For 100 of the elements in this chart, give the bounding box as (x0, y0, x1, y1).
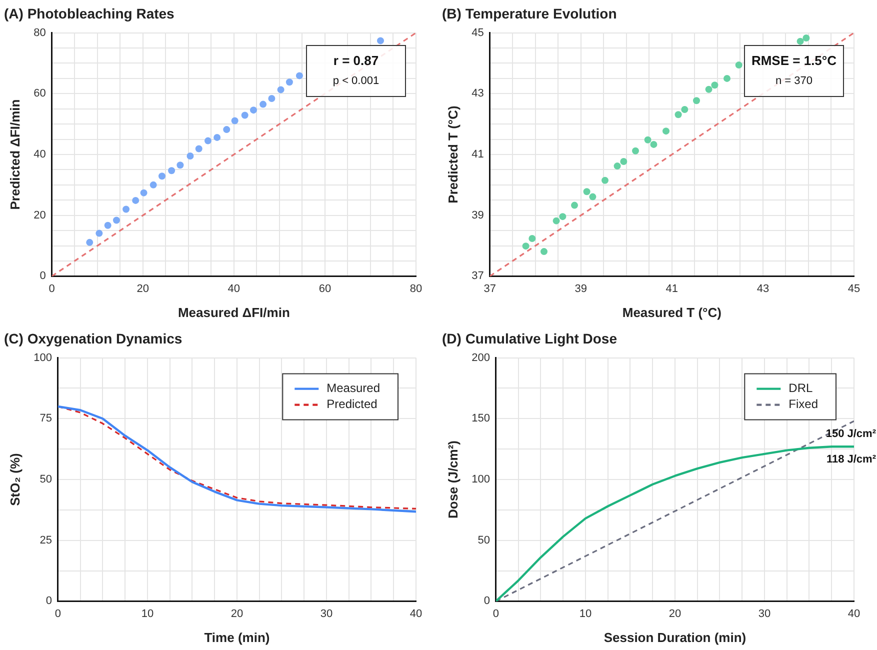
point (231, 117, 238, 124)
point (693, 97, 700, 104)
x-tick-label: 40 (848, 608, 860, 620)
point (528, 234, 536, 242)
legend-label: DRL (788, 381, 813, 396)
point (186, 152, 194, 160)
point (296, 72, 303, 80)
point (286, 78, 293, 86)
point (241, 112, 248, 119)
y-tick-label: 20 (34, 209, 46, 222)
annotation: 118 J/cm² (826, 454, 876, 466)
legend-label: Predicted (326, 397, 378, 412)
point (711, 82, 718, 89)
x-tick-label: 0 (492, 608, 500, 620)
point (735, 62, 742, 69)
point (650, 140, 658, 148)
x-tick-label: 43 (756, 282, 770, 295)
annotation: p < 0.001 (332, 74, 380, 89)
point (376, 37, 384, 44)
point (724, 74, 730, 82)
annotation: 150 J/cm² (826, 428, 876, 440)
point (674, 111, 682, 118)
point (223, 126, 230, 134)
y-tick-label: 0 (484, 595, 490, 608)
point (195, 145, 202, 152)
x-tick-label: 30 (758, 608, 771, 620)
point (705, 86, 712, 93)
x-tick-label: 10 (579, 608, 592, 620)
point (204, 137, 212, 144)
point (140, 189, 148, 196)
y-tick-label: 150 (472, 412, 490, 425)
point (540, 248, 548, 256)
x-axis-title: Measured T (°C) (622, 304, 722, 320)
y-tick-label: 45 (472, 26, 484, 39)
y-tick-label: 100 (472, 474, 490, 486)
x-tick-label: 39 (574, 282, 587, 295)
point (802, 34, 810, 42)
legend-label: Fixed (788, 397, 818, 412)
point (602, 176, 609, 184)
y-tick-label: 41 (472, 148, 484, 161)
point (614, 162, 621, 170)
note-box: RMSE = 1.5°C n = 370 (744, 44, 844, 97)
point (662, 128, 670, 135)
y-tick-label: 25 (40, 534, 52, 546)
point (277, 86, 284, 94)
y-tick-label: 37 (472, 270, 484, 282)
x-axis-title: Time (min) (204, 630, 270, 645)
point (632, 147, 639, 154)
annotation: n = 370 (774, 74, 814, 89)
y-tick-label: 40 (34, 148, 46, 161)
x-tick-label: 60 (318, 282, 332, 295)
point (122, 206, 130, 213)
x-axis-title: Measured ΔFI/min (178, 304, 290, 320)
point (620, 158, 628, 165)
annotation: RMSE = 1.5°C (750, 52, 838, 70)
point (522, 242, 530, 250)
y-tick-label: 60 (34, 88, 46, 100)
point (158, 172, 166, 180)
y-tick-label: 39 (472, 209, 484, 222)
chart-title: (A) Photobleaching Rates (4, 5, 175, 22)
point (150, 181, 157, 188)
point (176, 162, 184, 169)
point (132, 196, 140, 204)
y-axis-title: Predicted T (°C) (445, 106, 460, 204)
point (796, 38, 804, 45)
chart-title: (C) Oxygenation Dynamics (4, 330, 182, 346)
y-tick-label: 80 (34, 26, 46, 39)
y-tick-label: 0 (40, 270, 46, 282)
x-tick-label: 30 (320, 608, 333, 620)
point (96, 230, 103, 237)
y-axis-title: Predicted ΔFI/min (7, 99, 22, 210)
y-tick-label: 0 (46, 595, 52, 608)
x-tick-label: 80 (410, 282, 422, 295)
point (552, 217, 560, 224)
y-axis-title: Dose (J/cm²) (445, 440, 460, 519)
point (260, 100, 267, 108)
y-tick-label: 43 (472, 88, 484, 100)
annotation: r = 0.87 (332, 52, 380, 70)
point (559, 213, 566, 220)
x-tick-label: 0 (54, 608, 62, 620)
y-tick-label: 100 (34, 352, 52, 364)
x-tick-label: 10 (141, 608, 154, 620)
point (268, 95, 276, 102)
chart-title: (D) Cumulative Light Dose (442, 330, 618, 346)
x-tick-label: 20 (136, 282, 149, 295)
x-tick-label: 40 (410, 608, 422, 620)
point (104, 222, 112, 229)
x-tick-label: 45 (848, 282, 860, 295)
point (589, 193, 596, 200)
point (644, 136, 652, 144)
legend-label: Measured (326, 381, 380, 396)
x-tick-label: 20 (668, 608, 682, 620)
point (681, 106, 688, 113)
point (571, 202, 578, 209)
point (168, 167, 176, 174)
x-tick-label: 40 (228, 282, 240, 295)
x-tick-label: 41 (666, 282, 678, 295)
note-box: r = 0.87 p < 0.001 (306, 44, 406, 97)
y-tick-label: 50 (478, 534, 490, 546)
point (250, 106, 257, 114)
